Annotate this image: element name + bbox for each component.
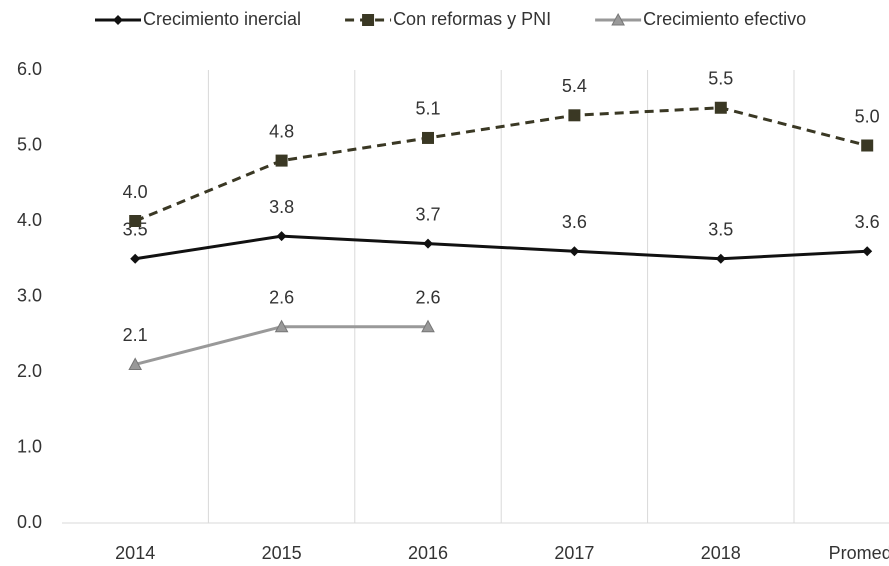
point-marker [421, 319, 435, 333]
point-marker [861, 139, 874, 152]
point-marker [128, 357, 143, 370]
data-label: 5.5 [708, 69, 733, 89]
y-tick-label: 1.0 [17, 436, 42, 456]
data-label: 2.6 [269, 287, 294, 307]
legend-label: Crecimiento efectivo [643, 9, 806, 29]
y-tick-label: 0.0 [17, 512, 42, 532]
y-tick-label: 6.0 [17, 59, 42, 79]
data-label: 4.0 [123, 182, 148, 202]
point-marker [276, 231, 287, 242]
x-tick-label: 2017 [554, 543, 594, 563]
legend-label: Crecimiento inercial [143, 9, 301, 29]
data-label: 3.6 [855, 212, 880, 232]
point-marker [569, 246, 580, 257]
series-line [134, 325, 428, 366]
point-marker [275, 154, 288, 167]
point-marker [568, 109, 581, 122]
y-tick-label: 5.0 [17, 134, 42, 154]
data-label: 3.8 [269, 197, 294, 217]
y-tick-label: 4.0 [17, 210, 42, 230]
legend-label: Con reformas y PNI [393, 9, 551, 29]
x-tick-label: Promedio [829, 543, 889, 563]
point-marker [715, 253, 726, 264]
point-marker [422, 131, 434, 144]
data-label: 5.0 [855, 106, 880, 126]
x-tick-label: 2018 [701, 543, 741, 563]
data-label: 3.6 [562, 212, 587, 232]
point-marker [129, 215, 142, 227]
data-label: 4.8 [269, 121, 294, 141]
data-label: 2.1 [123, 325, 148, 345]
x-tick-label: 2015 [262, 543, 302, 563]
data-label: 3.5 [123, 220, 148, 240]
point-marker [862, 246, 873, 257]
legend-marker [611, 12, 625, 26]
data-label: 3.5 [708, 220, 733, 240]
data-label: 3.7 [415, 204, 440, 224]
x-tick-label: 2014 [115, 543, 155, 563]
point-marker [274, 319, 289, 333]
point-marker [423, 238, 433, 249]
legend-marker [113, 15, 123, 25]
y-tick-label: 3.0 [17, 285, 42, 305]
point-marker [130, 253, 141, 264]
point-marker [714, 101, 727, 114]
legend-marker [362, 14, 375, 26]
series-line [134, 106, 868, 223]
data-label: 5.4 [562, 76, 587, 96]
data-label: 2.6 [415, 287, 440, 307]
y-tick-label: 2.0 [17, 361, 42, 381]
data-label: 5.1 [415, 99, 440, 119]
series-line [134, 234, 868, 261]
x-tick-label: 2016 [408, 543, 448, 563]
